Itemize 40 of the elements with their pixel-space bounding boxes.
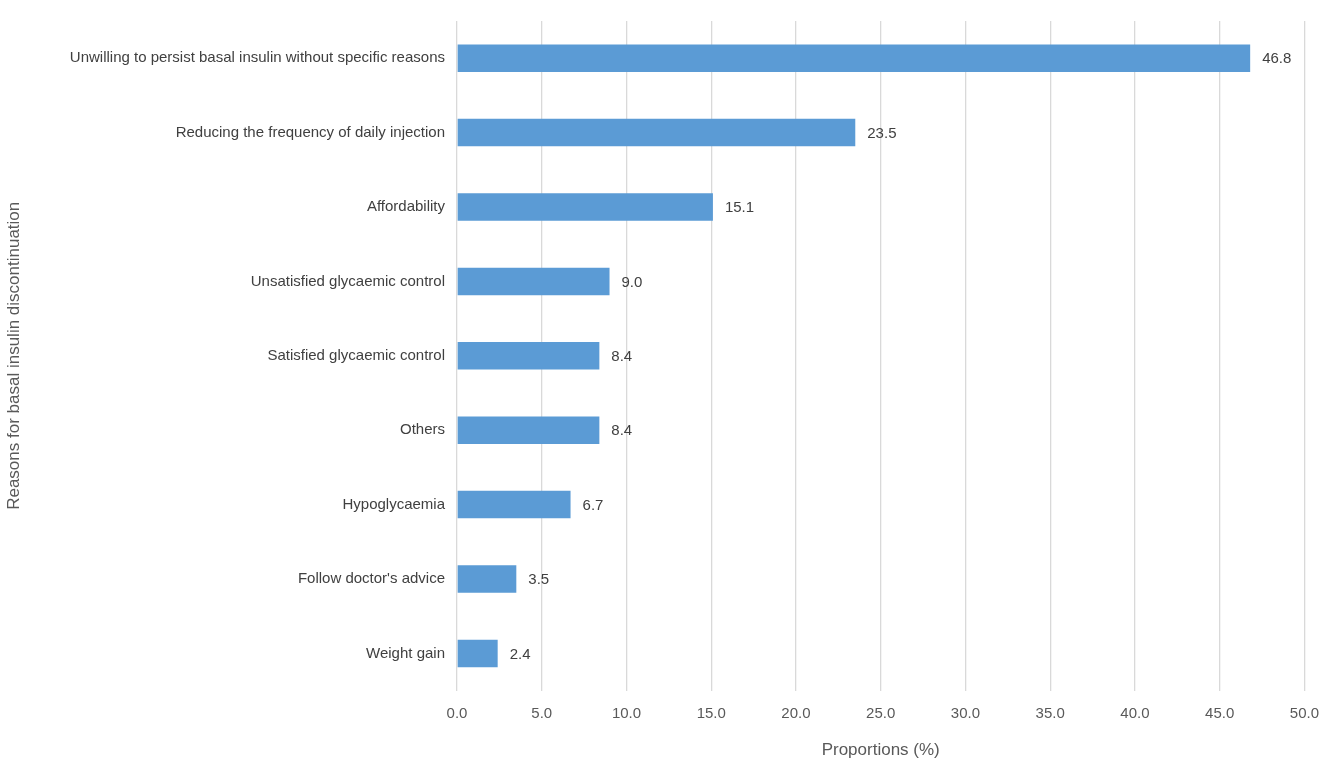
data-label: 8.4	[611, 421, 633, 439]
x-tick-label: 50.0	[1289, 703, 1319, 721]
x-tick-label: 45.0	[1205, 703, 1235, 721]
bar	[457, 342, 600, 370]
data-label: 8.4	[611, 346, 633, 364]
y-tick-label: Weight gain	[366, 643, 445, 661]
data-label: 23.5	[867, 123, 897, 141]
y-tick-label: Unsatisfied glycaemic control	[250, 271, 445, 289]
data-label: 3.5	[528, 570, 550, 588]
y-axis-title: Reasons for basal insulin discontinuation	[3, 201, 23, 510]
x-tick-label: 20.0	[781, 703, 811, 721]
y-tick-label: Follow doctor's advice	[297, 569, 445, 587]
x-tick-label: 30.0	[950, 703, 981, 721]
x-tick-label: 5.0	[531, 703, 553, 721]
y-tick-label: Unwilling to persist basal insulin without specific reasons	[69, 48, 445, 66]
bar	[457, 193, 713, 221]
bar	[457, 118, 856, 147]
x-tick-label: 10.0	[611, 703, 642, 721]
x-tick-label: 0.0	[446, 703, 468, 721]
x-tick-label: 35.0	[1035, 703, 1065, 721]
bar	[457, 267, 610, 296]
data-label: 6.7	[582, 495, 604, 513]
bar	[457, 490, 571, 519]
y-tick-label: Hypoglycaemia	[342, 494, 446, 512]
data-label: 46.8	[1262, 49, 1292, 67]
y-tick-label: Others	[399, 420, 445, 438]
x-tick-label: 25.0	[866, 703, 896, 721]
data-label: 2.4	[509, 644, 531, 662]
y-tick-label: Satisfied glycaemic control	[267, 345, 445, 363]
x-tick-label: 40.0	[1120, 703, 1150, 721]
y-tick-label: Reducing the frequency of daily injection	[175, 122, 445, 140]
bar	[457, 565, 517, 593]
y-tick-label: Affordability	[366, 197, 446, 215]
x-tick-label: 15.0	[696, 703, 726, 721]
data-label: 15.1	[724, 198, 755, 216]
bar	[457, 416, 600, 444]
bar	[457, 639, 498, 668]
bar	[457, 44, 1251, 72]
x-axis-title: Proportions (%)	[821, 740, 940, 760]
data-label: 9.0	[621, 272, 643, 290]
